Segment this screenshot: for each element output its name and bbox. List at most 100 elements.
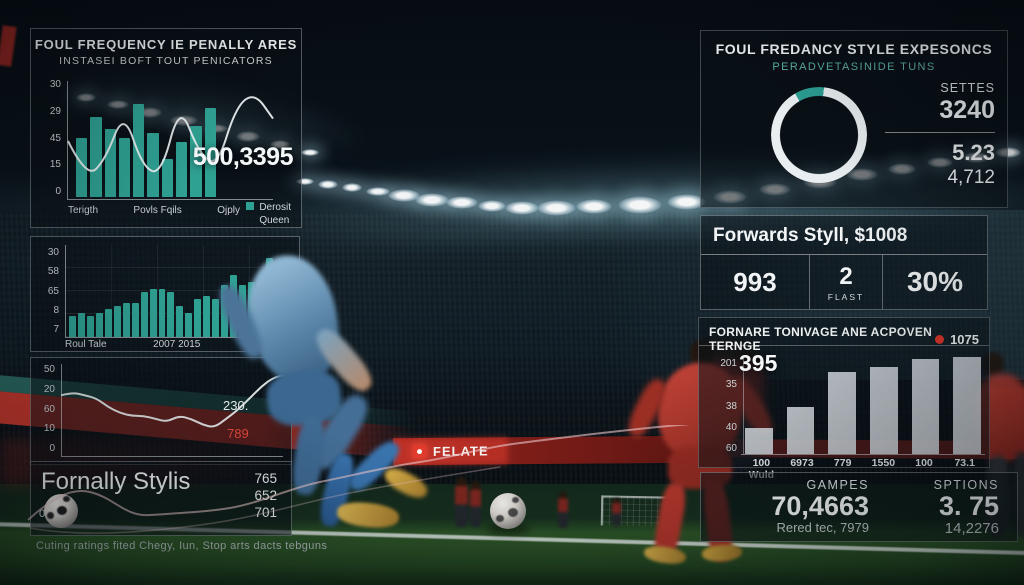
floodlight-glow-icon [505, 200, 539, 215]
background-player [455, 477, 468, 527]
panel-subtitle: PERADVETASINIDE TUNS [772, 61, 936, 73]
tick-label: 45 [49, 132, 61, 144]
y-axis-line [65, 245, 66, 337]
stat-cells: 993 2 FLAST 30% [701, 255, 987, 309]
panel-expesoncs: FOUL FREDANCY STYLE EXPESONCS PERADVETAS… [700, 30, 1008, 208]
player-blue-boot [335, 499, 401, 531]
soccer-ball [490, 493, 526, 529]
tick-label: 38 [725, 400, 737, 412]
trend-line [67, 96, 274, 173]
bar [122, 302, 130, 337]
panel-title: FORNARE TONIVAGE ANE ACPOVEN TERNGE [709, 325, 933, 353]
ball-patch [47, 512, 54, 519]
panel-title: Fornally Stylis [41, 468, 191, 495]
floodlight-glow-icon [536, 199, 576, 216]
background-player [612, 498, 621, 526]
tick-label: 60 [43, 403, 55, 415]
stat-group-options: SPTIONS 3. 75 14,2276 [869, 473, 1017, 541]
panel-summary-stats: GAMPES 70,4663 Rered tec, 7979 SPTIONS 3… [700, 472, 1018, 542]
stat-label: SETTES [940, 81, 995, 95]
player-red-boot [643, 544, 687, 566]
bar [77, 312, 85, 337]
tick-label: Povls Fqils [133, 205, 182, 216]
tick-label: 30 [49, 79, 61, 90]
led-board-text: FELATE [432, 443, 489, 459]
tick-label: 65 [47, 285, 59, 297]
tick-label: 15 [49, 159, 61, 171]
background-player [470, 481, 481, 527]
panel-title: Forwards Styll, $1008 [701, 216, 987, 255]
bar [786, 407, 815, 454]
stat-cell-2-label: FLAST [827, 291, 865, 302]
bar [104, 309, 112, 337]
stat-value-3: 4,712 [947, 167, 995, 188]
floodlight-glow-icon [446, 196, 478, 210]
stat-label: GAMPES [806, 478, 869, 492]
floodlight-glow-icon [617, 195, 663, 215]
panel-forwards-styll: Forwards Styll, $1008 993 2 FLAST 30% [700, 215, 988, 310]
bar [176, 306, 184, 337]
tick-label: Roul Tale [65, 339, 107, 350]
floodlight-glow-icon [300, 148, 320, 157]
tick-label: 0 [55, 186, 61, 197]
stat-cell-2-value: 2 [839, 262, 853, 290]
bar [86, 316, 94, 337]
tick-label: 10 [43, 423, 55, 435]
bar [149, 288, 157, 337]
tick-label: 30 [47, 247, 59, 258]
player-blue [214, 205, 432, 545]
stat-cell-2: 2 FLAST [809, 255, 883, 309]
tick-label: 7 [53, 324, 59, 335]
bar [95, 312, 103, 337]
bar [167, 292, 175, 337]
bar [158, 288, 166, 337]
x-axis-line [741, 454, 985, 455]
tick-label: 0 [49, 443, 55, 454]
tick-label: 40 [725, 421, 737, 433]
bar [745, 428, 773, 454]
player-blue-thigh [289, 415, 329, 497]
gray-bar-series [745, 350, 982, 454]
divider [699, 345, 989, 346]
big-value: 500,3395 [192, 143, 294, 171]
overlay-value: 395 [739, 350, 778, 376]
player-blue-boot [380, 463, 432, 503]
stat-column: SETTES 3240 5.23 4,712 [885, 81, 995, 190]
tick-label: 29 [49, 105, 61, 117]
panel-title: FOUL FREDANCY STYLE EXPESONCS [715, 41, 993, 57]
bar [212, 299, 220, 337]
stat-cell-3: 30% [906, 266, 964, 297]
y-axis-ticks: 50 20 60 10 0 [37, 364, 55, 454]
bar [203, 295, 211, 337]
background-player [558, 492, 568, 528]
panel-title: FOUL FREQUENCY IE PENALLY ARES [34, 37, 298, 52]
soccer-ball-small [44, 494, 78, 528]
bar [953, 357, 982, 454]
bar [113, 306, 121, 337]
bar [131, 302, 139, 337]
floodlight-glow-icon [477, 199, 507, 212]
stat-sub: Rered tec, 7979 [776, 520, 869, 535]
divider [885, 132, 995, 133]
bar [140, 292, 148, 337]
x-axis-ticks: Terigth Povls Fqils Ojply [68, 205, 240, 216]
bar [69, 316, 76, 337]
stat-sub: 14,2276 [944, 520, 999, 537]
bar [194, 299, 202, 337]
y-axis-ticks: 30 58 65 8 7 [39, 247, 59, 335]
bar [911, 359, 940, 454]
stat-label: SPTIONS [933, 478, 999, 492]
legend-dot-icon [935, 334, 945, 344]
panel-header: FORNARE TONIVAGE ANE ACPOVEN TERNGE 1075 [709, 325, 979, 353]
y-axis-ticks: 201 35 38 40 60 [711, 358, 737, 454]
stat-value-2: 5.23 [952, 140, 995, 165]
stat-group-games: GAMPES 70,4663 Rered tec, 7979 [701, 473, 869, 541]
tick-label: 50 [43, 364, 55, 375]
tick-label: 201 [720, 358, 737, 369]
panel-tonivage-bars: FORNARE TONIVAGE ANE ACPOVEN TERNGE 1075… [698, 317, 990, 481]
player-blue-torso [240, 249, 346, 391]
floodlight-glow-icon [341, 183, 363, 192]
tick-label: 35 [725, 379, 737, 391]
ball-patch [57, 506, 67, 515]
stat-cell-1: 993 [733, 266, 777, 297]
